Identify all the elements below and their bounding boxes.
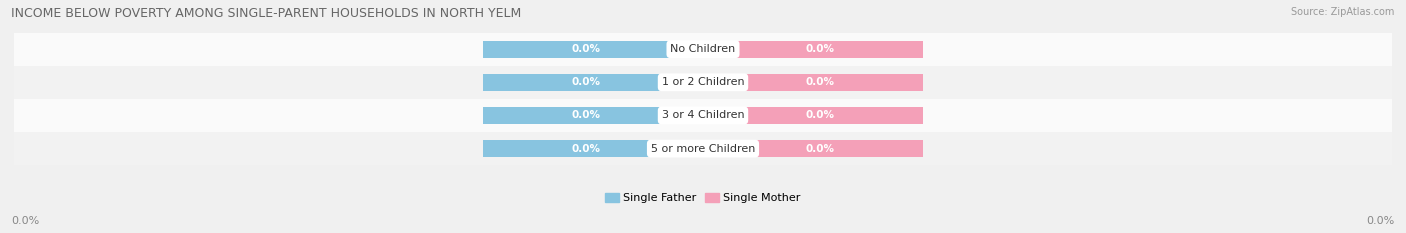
Text: 0.0%: 0.0% bbox=[1367, 216, 1395, 226]
Text: 0.0%: 0.0% bbox=[11, 216, 39, 226]
Text: 1 or 2 Children: 1 or 2 Children bbox=[662, 77, 744, 87]
Text: 0.0%: 0.0% bbox=[571, 44, 600, 54]
Text: 3 or 4 Children: 3 or 4 Children bbox=[662, 110, 744, 120]
Text: INCOME BELOW POVERTY AMONG SINGLE-PARENT HOUSEHOLDS IN NORTH YELM: INCOME BELOW POVERTY AMONG SINGLE-PARENT… bbox=[11, 7, 522, 20]
Text: No Children: No Children bbox=[671, 44, 735, 54]
Text: 0.0%: 0.0% bbox=[571, 77, 600, 87]
Bar bbox=[717, 140, 924, 157]
Text: 0.0%: 0.0% bbox=[571, 144, 600, 154]
Text: 0.0%: 0.0% bbox=[806, 77, 835, 87]
Text: 0.0%: 0.0% bbox=[571, 110, 600, 120]
Legend: Single Father, Single Mother: Single Father, Single Mother bbox=[606, 193, 800, 203]
Bar bbox=[482, 140, 689, 157]
Bar bbox=[14, 99, 1392, 132]
Bar bbox=[482, 74, 689, 91]
Bar bbox=[717, 74, 924, 91]
Bar bbox=[482, 41, 689, 58]
Bar bbox=[717, 41, 924, 58]
Bar bbox=[482, 107, 689, 124]
Text: Source: ZipAtlas.com: Source: ZipAtlas.com bbox=[1291, 7, 1395, 17]
Bar bbox=[14, 66, 1392, 99]
Bar bbox=[717, 107, 924, 124]
Text: 0.0%: 0.0% bbox=[806, 44, 835, 54]
Bar bbox=[14, 33, 1392, 66]
Text: 5 or more Children: 5 or more Children bbox=[651, 144, 755, 154]
Text: 0.0%: 0.0% bbox=[806, 110, 835, 120]
Bar bbox=[14, 132, 1392, 165]
Text: 0.0%: 0.0% bbox=[806, 144, 835, 154]
